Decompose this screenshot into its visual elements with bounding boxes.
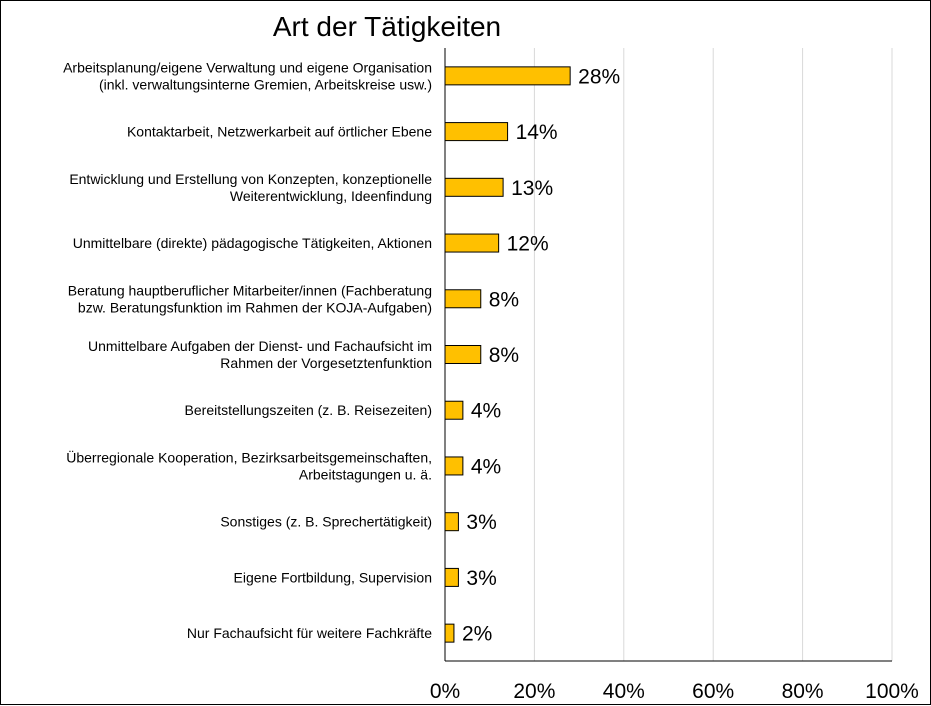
category-label: Überregionale Kooperation, Bezirksarbeit…: [66, 448, 432, 482]
x-tick-label: 20%: [513, 680, 555, 703]
axes: [444, 48, 892, 662]
bar: [444, 289, 482, 309]
bar: [444, 66, 571, 86]
data-label: 12%: [507, 233, 549, 256]
data-label: 28%: [578, 65, 620, 88]
x-tick-label: 60%: [692, 680, 734, 703]
bar: [444, 400, 464, 420]
category-label: Unmittelbare Aufgaben der Dienst- und Fa…: [88, 338, 432, 371]
bars: [444, 66, 571, 643]
category-label: Bereitstellungszeiten (z. B. Reisezeiten…: [185, 402, 432, 418]
category-label: Beratung hauptberuflicher Mitarbeiter/in…: [68, 282, 432, 315]
bar: [444, 456, 464, 476]
bar: [444, 177, 504, 197]
bar: [444, 122, 509, 142]
x-tick-label: 40%: [603, 680, 645, 703]
data-labels: 28% 14% 13% 12% 8% 8% 4% 4% 3% 3% 2%: [462, 65, 620, 645]
category-labels: Arbeitsplanung/eigene Verwaltung und eig…: [63, 59, 432, 641]
data-label: 8%: [489, 344, 519, 367]
category-label: Nur Fachaufsicht für weitere Fachkräfte: [187, 625, 432, 641]
data-label: 8%: [489, 288, 519, 311]
category-label: Arbeitsplanung/eigene Verwaltung und eig…: [63, 59, 432, 92]
x-tick-label: 80%: [782, 680, 824, 703]
x-tick-label: 0%: [430, 680, 460, 703]
data-label: 14%: [516, 121, 558, 144]
x-axis-tick-labels: 0% 20% 40% 60% 80% 100%: [430, 680, 919, 703]
bar: [444, 233, 500, 253]
data-label: 13%: [511, 177, 553, 200]
category-label: Sonstiges (z. B. Sprechertätigkeit): [220, 514, 432, 530]
bar: [444, 512, 459, 532]
data-label: 4%: [471, 455, 501, 478]
category-label: Kontaktarbeit, Netzwerkarbeit auf örtlic…: [127, 124, 432, 140]
category-label: Eigene Fortbildung, Supervision: [234, 569, 432, 585]
category-label: Unmittelbare (direkte) pädagogische Täti…: [73, 235, 432, 251]
bar: [444, 567, 459, 587]
bar: [444, 345, 482, 364]
category-label: Entwicklung und Erstellung von Konzepten…: [69, 171, 432, 204]
data-label: 4%: [471, 400, 501, 423]
grid-lines: [533, 48, 893, 661]
bar: [444, 623, 455, 643]
data-label: 3%: [466, 511, 496, 534]
data-label: 2%: [462, 623, 492, 646]
data-label: 3%: [466, 567, 496, 590]
chart-title: Art der Tätigkeiten: [273, 11, 501, 42]
x-tick-label: 100%: [865, 680, 919, 703]
